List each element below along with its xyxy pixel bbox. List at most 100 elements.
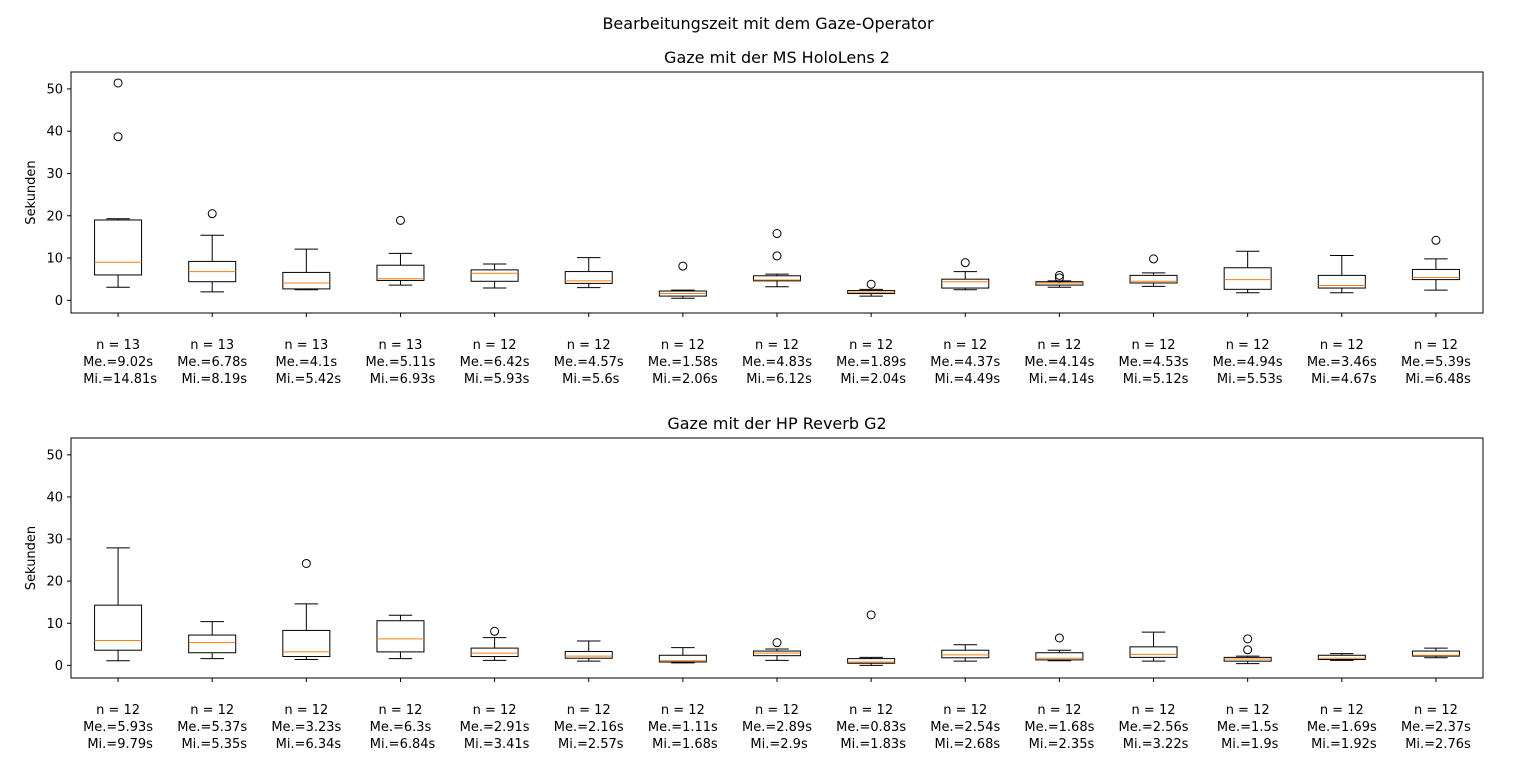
x-tick-label-line: Me.=1.5s <box>1217 720 1279 735</box>
x-tick-label-line: n = 13 <box>284 338 328 353</box>
outlier-point <box>1054 270 1064 280</box>
x-tick-label-line: Mi.=14.81s <box>79 372 157 387</box>
y-tick-label: 20 <box>46 209 63 224</box>
box-group: n = 12 Me.=6.3s Mi.=6.84s <box>366 614 436 752</box>
box <box>1411 268 1460 281</box>
x-tick-label-line: Mi.=3.41s <box>460 737 530 752</box>
x-tick-label-line: Me.=4.14s <box>1024 355 1094 370</box>
box-group: n = 12 Me.=2.91s Mi.=3.41s <box>460 626 530 752</box>
x-tick-label-line: Mi.=4.14s <box>1025 372 1095 387</box>
outlier-point <box>1149 254 1159 264</box>
x-tick-label-line: Me.=2.54s <box>930 720 1000 735</box>
x-tick-label-line: Me.=0.83s <box>836 720 906 735</box>
x-tick-label: n = 12 Me.=1.68s Mi.=2.35s <box>1024 703 1094 752</box>
x-tick-label: n = 12 Me.=1.89s Mi.=2.04s <box>836 338 906 387</box>
x-tick-label-line: Me.=3.23s <box>271 720 341 735</box>
x-tick-label-line: Mi.=3.22s <box>1119 737 1189 752</box>
x-tick-label-line: Mi.=1.83s <box>836 737 906 752</box>
x-tick-label: n = 13 Me.=5.11s Mi.=6.93s <box>365 338 435 387</box>
x-tick-label-line: n = 12 <box>190 703 234 718</box>
outlier-point <box>301 558 311 568</box>
figure-title: Bearbeitungszeit mit dem Gaze-Operator <box>602 14 934 33</box>
box-group: n = 12 Me.=4.14s Mi.=4.14s <box>1024 270 1095 387</box>
y-tick-label: 50 <box>46 448 63 463</box>
x-tick-label-line: Mi.=5.42s <box>271 372 341 387</box>
x-tick-label-line: Mi.=6.12s <box>742 372 812 387</box>
x-tick-label: n = 12 Me.=1.11s Mi.=1.68s <box>648 703 718 752</box>
y-tick-label: 10 <box>46 252 63 267</box>
x-tick-label-line: Mi.=5.6s <box>558 372 620 387</box>
box-group: n = 13 Me.=5.11s Mi.=6.93s <box>365 215 436 387</box>
x-tick-label-line: Mi.=2.35s <box>1025 737 1095 752</box>
x-tick-label: n = 12 Me.=4.53s Mi.=5.12s <box>1119 338 1189 387</box>
outlier-point <box>866 610 876 620</box>
x-tick-label-line: n = 12 <box>378 703 422 718</box>
x-tick-label-line: Mi.=6.48s <box>1401 372 1471 387</box>
box <box>564 271 613 284</box>
x-tick-label-line: Mi.=1.9s <box>1217 737 1279 752</box>
outlier-point <box>866 279 876 289</box>
x-tick-label-line: n = 13 <box>190 338 234 353</box>
outlier-point <box>1054 633 1064 643</box>
box-group: n = 13 Me.=9.02s Mi.=14.81s <box>79 78 157 387</box>
outlier-point <box>772 229 782 239</box>
outlier-point <box>772 251 782 261</box>
x-tick-label-line: Mi.=6.93s <box>366 372 436 387</box>
x-tick-label-line: n = 12 <box>943 338 987 353</box>
outlier-point <box>1243 645 1253 655</box>
x-tick-label-line: Me.=3.46s <box>1307 355 1377 370</box>
x-tick-label-line: Me.=1.58s <box>648 355 718 370</box>
x-tick-label-line: Me.=4.53s <box>1119 355 1189 370</box>
box <box>282 629 331 658</box>
y-tick-label: 30 <box>46 533 63 548</box>
x-tick-label-line: Mi.=2.68s <box>930 737 1000 752</box>
x-tick-label-line: Me.=2.91s <box>460 720 530 735</box>
box <box>1317 274 1366 289</box>
x-tick-label-line: n = 12 <box>473 338 517 353</box>
x-tick-label-line: n = 12 <box>567 338 611 353</box>
x-tick-label-line: n = 12 <box>96 703 140 718</box>
box <box>753 275 801 282</box>
x-tick-label: n = 12 Me.=3.46s Mi.=4.67s <box>1307 338 1377 387</box>
y-axis-label: Sekunden <box>24 160 39 224</box>
x-tick-label: n = 12 Me.=5.37s Mi.=5.35s <box>177 703 247 752</box>
box-group: n = 12 Me.=2.89s Mi.=2.9s <box>742 638 812 752</box>
x-tick-label-line: n = 12 <box>943 703 987 718</box>
x-tick-label-line: n = 12 <box>849 338 893 353</box>
x-tick-label-line: Mi.=1.92s <box>1307 737 1377 752</box>
box <box>94 604 143 651</box>
x-tick-label-line: n = 12 <box>661 338 705 353</box>
x-tick-label-line: n = 12 <box>1320 703 1364 718</box>
outlier-point <box>113 132 123 142</box>
box-group: n = 12 Me.=4.94s Mi.=5.53s <box>1213 250 1283 387</box>
box-group: n = 12 Me.=1.68s Mi.=2.35s <box>1024 633 1095 752</box>
x-tick-label-line: Me.=4.37s <box>930 355 1000 370</box>
y-tick-label: 0 <box>55 659 63 674</box>
x-tick-label-line: Me.=4.57s <box>554 355 624 370</box>
box-group: n = 13 Me.=6.78s Mi.=8.19s <box>177 209 247 387</box>
box-group: n = 12 Me.=4.83s Mi.=6.12s <box>742 229 812 387</box>
x-tick-label-line: Me.=4.83s <box>742 355 812 370</box>
box <box>1129 274 1178 284</box>
x-tick-label: n = 12 Me.=4.37s Mi.=4.49s <box>930 338 1000 387</box>
x-tick-label: n = 12 Me.=4.57s Mi.=5.6s <box>554 338 624 387</box>
box <box>376 620 425 653</box>
box-group: n = 12 Me.=2.37s Mi.=2.76s <box>1401 647 1471 752</box>
x-tick-label-line: Mi.=2.04s <box>836 372 906 387</box>
x-tick-label-line: Me.=5.11s <box>365 355 435 370</box>
box <box>658 654 707 663</box>
x-tick-label-line: n = 12 <box>1132 338 1176 353</box>
x-tick-label-line: Me.=2.89s <box>742 720 812 735</box>
y-tick-label: 40 <box>46 490 63 505</box>
y-tick-label: 10 <box>46 617 63 632</box>
x-tick-label: n = 12 Me.=1.69s Mi.=1.92s <box>1307 703 1377 752</box>
box-group: n = 12 Me.=1.5s Mi.=1.9s <box>1217 634 1279 752</box>
panel-title: Gaze mit der MS HoloLens 2 <box>664 48 890 67</box>
x-tick-label-line: n = 12 <box>1226 703 1270 718</box>
x-tick-label: n = 12 Me.=4.14s Mi.=4.14s <box>1024 338 1094 387</box>
x-tick-label: n = 12 Me.=2.37s Mi.=2.76s <box>1401 703 1471 752</box>
x-tick-label-line: Mi.=5.53s <box>1213 372 1283 387</box>
x-tick-label: n = 13 Me.=4.1s Mi.=5.42s <box>271 338 341 387</box>
box-group: n = 12 Me.=4.37s Mi.=4.49s <box>930 258 1000 387</box>
